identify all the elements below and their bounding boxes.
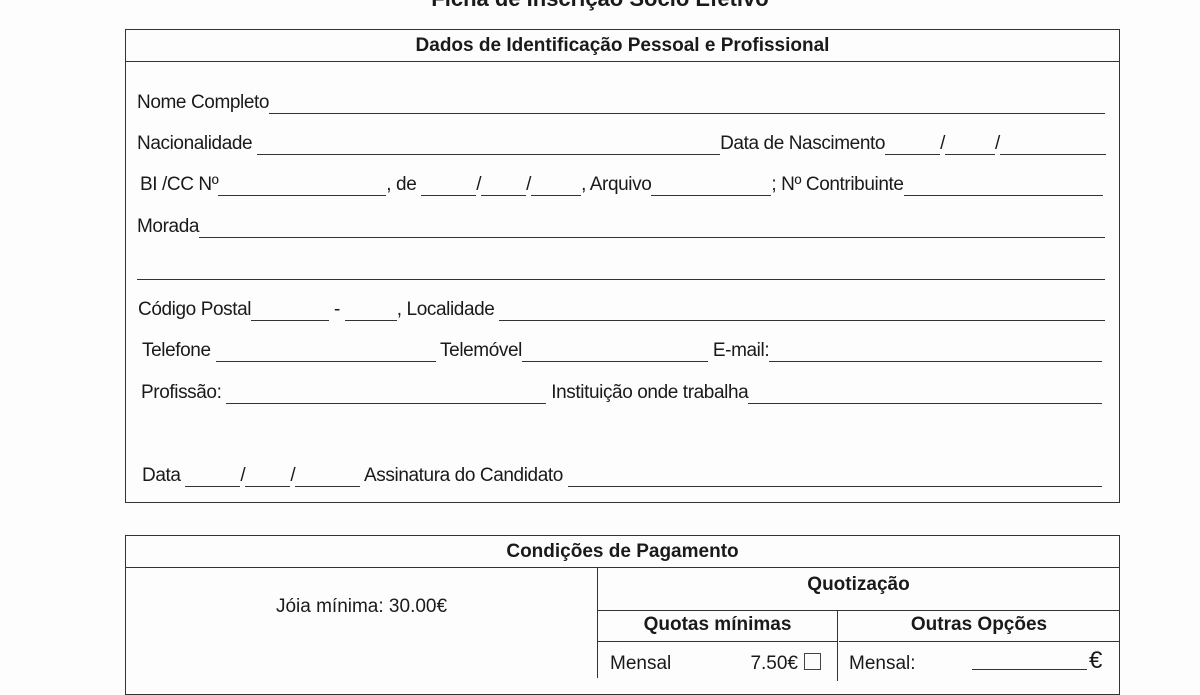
- field-nasc-mes[interactable]: [944, 136, 995, 155]
- section-header: Condições de Pagamento: [126, 536, 1119, 568]
- field-bi-mes[interactable]: [481, 177, 527, 196]
- label-assinatura: Assinatura do Candidato: [360, 465, 568, 486]
- euro-symbol: €: [1089, 647, 1103, 674]
- mensal-outras-label: Mensal:: [849, 653, 916, 674]
- row-contactos: Telefone Telemóvel E-mail:: [142, 338, 1102, 362]
- field-contribuinte[interactable]: [903, 177, 1103, 196]
- quotizacao-panel: Quotização: [597, 568, 1119, 678]
- field-data-ano[interactable]: [295, 468, 361, 487]
- label-data-nascimento: Data de Nascimento: [720, 133, 886, 154]
- personal-data-section: Dados de Identificação Pessoal e Profiss…: [125, 29, 1120, 503]
- mensal-outras-field[interactable]: [972, 669, 1087, 670]
- row-codigo-postal: Código Postal - , Localidade: [138, 297, 1105, 321]
- slash: /: [290, 465, 296, 486]
- slash: /: [240, 465, 246, 486]
- row-assinatura: Data / / Assinatura do Candidato: [142, 463, 1102, 487]
- field-telefone[interactable]: [215, 343, 436, 362]
- mensal-label: Mensal: [610, 653, 672, 674]
- mensal-checkbox[interactable]: [804, 653, 821, 670]
- label-bi: BI /CC Nº: [140, 174, 219, 195]
- row-profissao: Profissão: Instituição onde trabalha: [141, 380, 1102, 404]
- field-nacionalidade[interactable]: [257, 136, 721, 155]
- field-nasc-ano[interactable]: [999, 136, 1106, 155]
- label-email: E-mail:: [708, 340, 770, 361]
- label-data: Data: [142, 465, 186, 486]
- field-bi-dia[interactable]: [421, 177, 477, 196]
- field-localidade[interactable]: [499, 302, 1105, 321]
- joia-minima: Jóia mínima: 30.00€: [275, 596, 448, 617]
- label-nome: Nome Completo: [137, 92, 270, 113]
- field-morada-2[interactable]: [137, 261, 1105, 280]
- quotas-minimas: Quotas mínimas Mensal 7.50€: [598, 611, 838, 681]
- label-contribuinte: ; Nº Contribuinte: [771, 174, 904, 195]
- field-nasc-dia[interactable]: [885, 136, 941, 155]
- section-header: Dados de Identificação Pessoal e Profiss…: [126, 30, 1119, 62]
- field-telemovel[interactable]: [522, 343, 708, 362]
- mensal-value: 7.50€: [750, 653, 798, 674]
- label-nacionalidade: Nacionalidade: [137, 133, 258, 154]
- label-telemovel: Telemóvel: [435, 340, 522, 361]
- field-email[interactable]: [769, 343, 1102, 362]
- form-title: Ficha de Inscrição Sócio Efetivo: [0, 0, 1200, 12]
- field-assinatura[interactable]: [567, 468, 1102, 487]
- field-cp1[interactable]: [251, 302, 330, 321]
- label-de: , de: [386, 174, 422, 195]
- row-morada-2: [137, 256, 1105, 280]
- slash: /: [994, 133, 1000, 154]
- slash: /: [476, 174, 482, 195]
- field-cp2[interactable]: [344, 302, 397, 321]
- slash: /: [940, 133, 945, 154]
- field-nome[interactable]: [269, 95, 1105, 114]
- outras-opcoes-header: Outras Opções: [839, 611, 1119, 642]
- row-nacionalidade: Nacionalidade Data de Nascimento / /: [137, 131, 1106, 155]
- dash: -: [329, 299, 345, 320]
- label-instituicao: Instituição onde trabalha: [546, 382, 749, 403]
- field-arquivo[interactable]: [651, 177, 772, 196]
- label-localidade: , Localidade: [396, 299, 500, 320]
- label-arquivo: , Arquivo: [581, 174, 652, 195]
- label-morada: Morada: [137, 216, 200, 237]
- field-instituicao[interactable]: [748, 385, 1102, 404]
- quotas-minimas-header: Quotas mínimas: [598, 611, 837, 642]
- field-data-mes[interactable]: [245, 468, 291, 487]
- mensal-option[interactable]: 7.50€: [750, 653, 821, 675]
- field-bi[interactable]: [218, 177, 387, 196]
- label-profissao: Profissão:: [141, 382, 227, 403]
- field-data-dia[interactable]: [185, 468, 241, 487]
- outras-opcoes: Outras Opções Mensal: €: [839, 611, 1119, 681]
- row-morada: Morada: [137, 214, 1105, 238]
- quotizacao-header: Quotização: [598, 568, 1119, 611]
- field-morada[interactable]: [199, 219, 1105, 238]
- field-bi-ano[interactable]: [531, 177, 582, 196]
- row-bi: BI /CC Nº , de / / , Arquivo ; Nº Contribuin…: [140, 172, 1103, 196]
- slash: /: [526, 174, 532, 195]
- field-profissao[interactable]: [226, 385, 547, 404]
- row-nome: Nome Completo: [137, 90, 1105, 114]
- label-codigo-postal: Código Postal: [138, 299, 252, 320]
- label-telefone: Telefone: [142, 340, 216, 361]
